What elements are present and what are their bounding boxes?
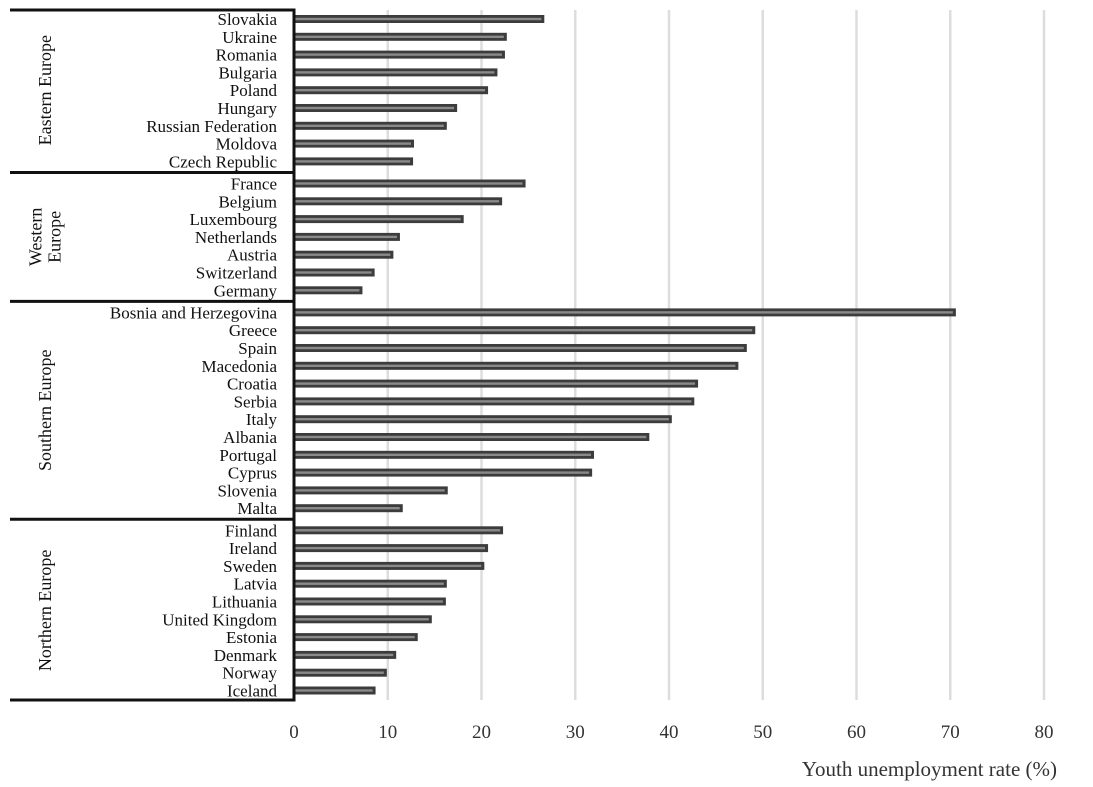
- bar-highlight: [294, 346, 744, 350]
- category-label: United Kingdom: [162, 610, 277, 629]
- bar-highlight: [294, 618, 429, 621]
- category-label: Albania: [223, 428, 277, 447]
- bar-highlight: [294, 182, 523, 185]
- category-label: France: [231, 175, 277, 194]
- bar-highlight: [294, 235, 397, 239]
- x-tick-label: 80: [1035, 722, 1054, 743]
- category-label: Serbia: [234, 392, 278, 411]
- category-label: Sweden: [223, 557, 277, 576]
- bar-highlight: [294, 471, 590, 474]
- category-label: Moldova: [216, 135, 278, 154]
- category-label: Poland: [230, 81, 278, 100]
- bar-highlight: [294, 311, 953, 314]
- bar-highlight: [294, 507, 400, 510]
- bar-highlight: [294, 289, 360, 292]
- category-label: Ukraine: [222, 28, 277, 47]
- bar-highlight: [294, 35, 504, 38]
- bar-highlight: [294, 364, 736, 367]
- group-label: Europe: [45, 211, 65, 263]
- bar-highlight: [294, 17, 542, 21]
- bar-highlight: [294, 142, 411, 145]
- bar-highlight: [294, 124, 444, 127]
- x-tick-label: 0: [289, 722, 299, 743]
- category-label: Malta: [237, 499, 277, 518]
- category-label: Bosnia and Herzegovina: [110, 303, 278, 322]
- category-label: Bulgaria: [218, 63, 277, 82]
- category-label: Luxembourg: [189, 210, 277, 229]
- bar-highlight: [294, 329, 753, 332]
- bar-highlight: [294, 271, 372, 274]
- category-label: Norway: [222, 664, 277, 683]
- bar-highlight: [294, 653, 394, 657]
- x-tick-label: 70: [941, 722, 960, 743]
- x-axis-title: Youth unemployment rate (%): [802, 757, 1057, 781]
- category-label: Croatia: [227, 375, 277, 394]
- category-label: Slovenia: [218, 481, 278, 500]
- category-label: Denmark: [214, 646, 278, 665]
- bar-highlight: [294, 217, 461, 221]
- bar-highlight: [294, 489, 445, 492]
- bar-highlight: [294, 435, 647, 439]
- category-label: Estonia: [226, 628, 277, 647]
- x-tick-label: 10: [378, 722, 397, 743]
- category-label: Italy: [246, 410, 278, 429]
- category-label: Netherlands: [195, 228, 277, 247]
- category-label: Switzerland: [196, 264, 278, 283]
- bar-highlight: [294, 564, 482, 568]
- x-tick-label: 20: [472, 722, 491, 743]
- category-label: Macedonia: [201, 357, 277, 376]
- bar-highlight: [294, 382, 696, 385]
- category-label: Belgium: [218, 192, 277, 211]
- group-label: Northern Europe: [35, 550, 55, 671]
- category-label: Russian Federation: [146, 117, 277, 136]
- group-label: Eastern Europe: [35, 35, 55, 145]
- bar-highlight: [294, 689, 373, 692]
- category-label: Lithuania: [212, 593, 278, 612]
- category-label: Ireland: [229, 539, 278, 558]
- category-label: Iceland: [227, 682, 278, 701]
- category-label: Czech Republic: [169, 152, 278, 171]
- bar-highlight: [294, 529, 501, 532]
- bar-highlight: [294, 160, 411, 163]
- group-label: Southern Europe: [35, 350, 55, 471]
- category-label: Austria: [227, 246, 278, 265]
- bar-highlight: [294, 418, 669, 421]
- bar-highlight: [294, 400, 692, 403]
- category-label: Greece: [229, 321, 277, 340]
- group-label: Western: [26, 208, 46, 267]
- bar-highlight: [294, 546, 486, 550]
- category-label: Latvia: [234, 575, 278, 594]
- bar-highlight: [294, 671, 384, 674]
- category-label: Finland: [225, 521, 277, 540]
- bar-highlight: [294, 71, 495, 74]
- bar-highlight: [294, 635, 415, 639]
- bar-highlight: [294, 582, 444, 585]
- bar-highlight: [294, 53, 502, 56]
- category-label: Hungary: [218, 99, 278, 118]
- x-tick-label: 60: [847, 722, 866, 743]
- category-label: Spain: [238, 339, 277, 358]
- bar-highlight: [294, 89, 486, 92]
- x-tick-label: 50: [753, 722, 772, 743]
- x-tick-label: 30: [566, 722, 585, 743]
- category-label: Portugal: [219, 446, 277, 465]
- bar-highlight: [294, 106, 455, 110]
- x-tick-label: 40: [660, 722, 679, 743]
- bar-highlight: [294, 600, 443, 603]
- category-label: Germany: [214, 281, 278, 300]
- bar-highlight: [294, 453, 591, 456]
- category-label: Slovakia: [218, 10, 278, 29]
- category-label: Cyprus: [228, 464, 277, 483]
- category-label: Romania: [216, 46, 278, 65]
- bar-highlight: [294, 253, 391, 256]
- bar-highlight: [294, 200, 500, 203]
